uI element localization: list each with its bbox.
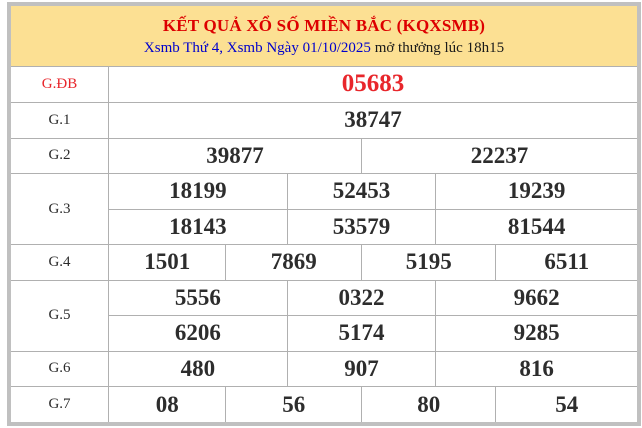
prize-row: G.1 38747 [11,101,637,138]
prize-row: G.ĐB 05683 [11,66,637,102]
prize-value: 1501 [144,249,191,275]
prize-row: G.4 1501 7869 5195 6511 [11,244,637,280]
prize-value: 6206 [174,320,221,346]
prize-label: G.7 [11,387,109,422]
prize-label: G.2 [11,138,109,174]
prize-value: 39877 [206,142,264,168]
prize-value: 80 [360,387,496,422]
prize-label: G.3 [11,174,109,244]
results-header: KẾT QUẢ XỔ SỐ MIỀN BẮC (KQXSMB) Xsmb Thứ… [11,6,637,66]
prize-value: 08 [155,391,179,417]
prize-value: 81544 [435,209,637,244]
prize-label: G.5 [11,280,109,351]
prize-row: G.5 5556 0322 9662 6206 5174 9285 [11,279,637,351]
draw-info: Xsmb Thứ 4, Xsmb Ngày 01/10/2025 mở thưở… [144,40,504,57]
prize-value: 5195 [360,245,496,280]
prize-value: 816 [435,351,637,387]
prize-row: G.2 39877 22237 [11,137,637,174]
prize-value: 18199 [169,178,227,204]
prize-label: G.6 [11,351,109,387]
prize-row: G.6 480 907 816 [11,350,637,387]
prize-value: 22237 [360,138,637,174]
prize-value: 480 [180,355,216,381]
prize-label: G.4 [11,245,109,280]
prize-label: G.1 [11,102,109,138]
prize-value: 9662 [435,280,637,316]
prize-value: 907 [286,351,436,387]
prize-value: 6511 [495,245,637,280]
prize-row: G.3 18199 52453 19239 18143 53579 81544 [11,173,637,244]
prize-value: 54 [495,387,637,422]
lottery-results-table: KẾT QUẢ XỔ SỐ MIỀN BẮC (KQXSMB) Xsmb Thứ… [7,2,641,426]
prize-row: G.7 08 56 80 54 [11,386,637,422]
prize-rows-container: G.ĐB 05683 G.1 38747 G.2 39877 22237 G.3 18199 52… [11,66,637,422]
prize-value: 18143 [169,213,227,239]
prize-value: 53579 [286,209,436,244]
prize-value: 7869 [225,245,361,280]
prize-label: G.ĐB [11,67,109,102]
prize-value: 0322 [286,280,436,316]
prize-value: 52453 [286,174,436,209]
prize-value: 05683 [341,70,405,98]
draw-date-link[interactable]: Xsmb Thứ 4, Xsmb Ngày 01/10/2025 [143,39,371,56]
page-title: KẾT QUẢ XỔ SỐ MIỀN BẮC (KQXSMB) [162,15,486,35]
prize-value: 38747 [344,107,402,133]
prize-value: 19239 [435,174,637,209]
prize-value: 5556 [174,284,221,310]
prize-value: 5174 [286,316,436,351]
draw-time-text: mở thưởng lúc 18h15 [370,39,505,56]
prize-value: 9285 [435,316,637,351]
prize-value: 56 [225,387,361,422]
